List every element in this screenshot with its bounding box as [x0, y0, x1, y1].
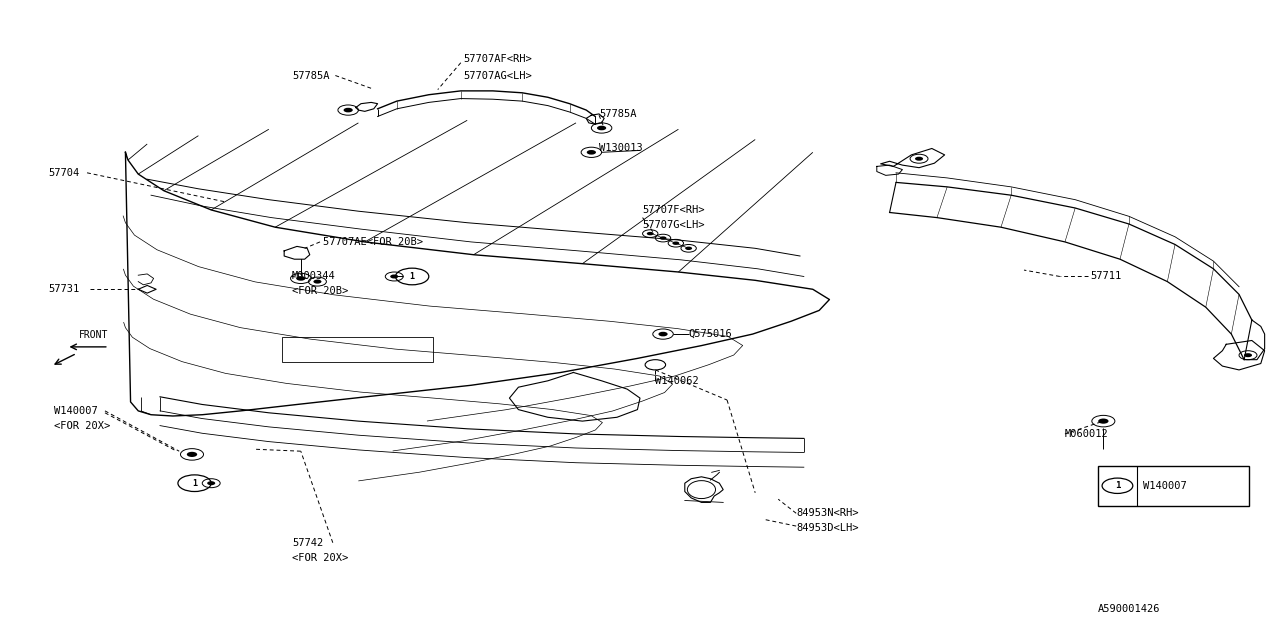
Circle shape: [596, 125, 607, 131]
Text: 57707G<LH>: 57707G<LH>: [643, 220, 705, 230]
Text: 1: 1: [1115, 481, 1120, 490]
Text: 1: 1: [192, 479, 197, 488]
Text: A590001426: A590001426: [1098, 604, 1161, 614]
Text: 57785A: 57785A: [599, 109, 636, 119]
Text: M000344: M000344: [292, 271, 335, 282]
Text: FRONT: FRONT: [79, 330, 109, 340]
Circle shape: [1098, 419, 1108, 424]
Circle shape: [296, 276, 306, 281]
Circle shape: [659, 236, 667, 240]
Circle shape: [343, 108, 353, 113]
Circle shape: [646, 232, 654, 236]
Circle shape: [672, 241, 680, 245]
Text: 57707AG<LH>: 57707AG<LH>: [463, 70, 532, 81]
Text: <FOR 20X>: <FOR 20X>: [292, 553, 348, 563]
Circle shape: [187, 452, 197, 457]
Circle shape: [658, 332, 668, 337]
Text: W140007: W140007: [1143, 481, 1187, 491]
Text: 57704: 57704: [49, 168, 79, 178]
Circle shape: [390, 275, 398, 278]
Text: W130013: W130013: [599, 143, 643, 154]
Circle shape: [685, 246, 692, 250]
Circle shape: [915, 157, 923, 161]
Text: 57707F<RH>: 57707F<RH>: [643, 205, 705, 215]
Text: 57742: 57742: [292, 538, 323, 548]
Text: M060012: M060012: [1065, 429, 1108, 439]
Text: 84953N<RH>: 84953N<RH>: [796, 508, 859, 518]
Text: 84953D<LH>: 84953D<LH>: [796, 523, 859, 533]
Text: 57711: 57711: [1091, 271, 1121, 282]
Bar: [282, 337, 433, 362]
Circle shape: [1244, 353, 1252, 357]
Circle shape: [314, 280, 321, 284]
Text: <FOR 20X>: <FOR 20X>: [54, 420, 110, 431]
Text: <FOR 20B>: <FOR 20B>: [292, 286, 348, 296]
Text: 1: 1: [410, 272, 415, 281]
Text: 57707AE<FOR 20B>: 57707AE<FOR 20B>: [323, 237, 422, 247]
Circle shape: [207, 481, 215, 485]
Bar: [1098, 466, 1249, 506]
Text: 57707AF<RH>: 57707AF<RH>: [463, 54, 532, 64]
Text: W140062: W140062: [655, 376, 699, 386]
Text: 57785A: 57785A: [292, 70, 329, 81]
Text: W140007: W140007: [54, 406, 97, 416]
Text: 57731: 57731: [49, 284, 79, 294]
Circle shape: [586, 150, 596, 155]
Text: Q575016: Q575016: [689, 329, 732, 339]
